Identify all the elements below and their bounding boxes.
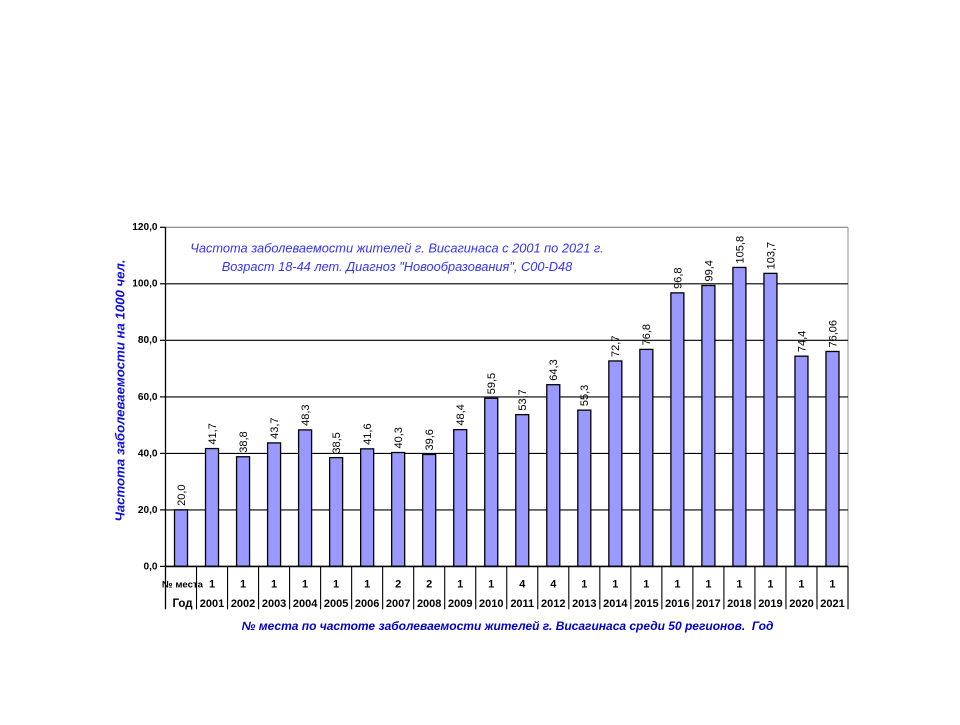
svg-text:2007: 2007 — [386, 598, 410, 610]
svg-text:1: 1 — [333, 579, 339, 591]
svg-text:Год: Год — [172, 598, 193, 610]
svg-text:2013: 2013 — [572, 598, 596, 610]
svg-text:1: 1 — [488, 579, 494, 591]
svg-text:38,8: 38,8 — [238, 431, 250, 452]
svg-text:1: 1 — [271, 579, 277, 591]
svg-text:2: 2 — [395, 579, 401, 591]
svg-text:105,8: 105,8 — [734, 236, 746, 264]
svg-text:№ места: № места — [162, 580, 204, 591]
svg-text:1: 1 — [612, 579, 618, 591]
svg-text:2017: 2017 — [696, 598, 720, 610]
svg-text:40,0: 40,0 — [138, 448, 158, 459]
svg-text:1: 1 — [581, 579, 587, 591]
svg-text:1: 1 — [302, 579, 308, 591]
svg-text:1: 1 — [457, 579, 463, 591]
svg-text:0,0: 0,0 — [143, 561, 157, 572]
svg-text:2009: 2009 — [448, 598, 472, 610]
svg-text:41,6: 41,6 — [362, 423, 374, 444]
svg-text:Возраст 18-44 лет. Диагноз "Но: Возраст 18-44 лет. Диагноз "Новообразова… — [222, 259, 573, 274]
svg-text:Частота заболеваемости жителей: Частота заболеваемости жителей г. Висаги… — [190, 241, 603, 256]
svg-text:2020: 2020 — [789, 598, 813, 610]
svg-text:2016: 2016 — [665, 598, 689, 610]
svg-text:2010: 2010 — [479, 598, 503, 610]
svg-text:76,8: 76,8 — [641, 324, 653, 345]
svg-text:2006: 2006 — [355, 598, 379, 610]
svg-text:20,0: 20,0 — [176, 484, 188, 505]
svg-text:2019: 2019 — [758, 598, 782, 610]
svg-text:2015: 2015 — [634, 598, 658, 610]
svg-text:1: 1 — [674, 579, 680, 591]
svg-text:№ места по частоте заболеваемо: № места по частоте заболеваемости жителе… — [242, 619, 774, 633]
svg-text:60,0: 60,0 — [138, 392, 158, 403]
svg-text:80,0: 80,0 — [138, 335, 158, 346]
svg-text:20,0: 20,0 — [138, 505, 158, 516]
svg-text:2002: 2002 — [231, 598, 255, 610]
svg-text:103,7: 103,7 — [765, 242, 777, 270]
svg-text:2001: 2001 — [200, 598, 224, 610]
svg-text:96,8: 96,8 — [672, 267, 684, 288]
svg-text:100,0: 100,0 — [132, 279, 158, 290]
svg-text:1: 1 — [705, 579, 711, 591]
svg-text:55,3: 55,3 — [579, 385, 591, 406]
svg-text:2018: 2018 — [727, 598, 751, 610]
svg-text:74,4: 74,4 — [796, 331, 808, 352]
svg-text:38,5: 38,5 — [331, 432, 343, 453]
svg-text:40,3: 40,3 — [393, 427, 405, 448]
svg-text:2003: 2003 — [262, 598, 286, 610]
svg-text:1: 1 — [798, 579, 804, 591]
svg-text:76,06: 76,06 — [827, 320, 839, 348]
svg-text:1: 1 — [364, 579, 370, 591]
svg-text:2011: 2011 — [510, 598, 534, 610]
svg-text:53,7: 53,7 — [517, 389, 529, 410]
svg-text:2: 2 — [426, 579, 432, 591]
svg-text:48,4: 48,4 — [455, 404, 467, 425]
svg-text:4: 4 — [550, 579, 557, 591]
svg-text:43,7: 43,7 — [269, 417, 281, 438]
svg-text:1: 1 — [209, 579, 215, 591]
svg-text:99,4: 99,4 — [703, 260, 715, 281]
svg-text:120,0: 120,0 — [132, 222, 158, 233]
svg-text:39,6: 39,6 — [424, 429, 436, 450]
svg-text:1: 1 — [736, 579, 742, 591]
svg-text:2012: 2012 — [541, 598, 565, 610]
svg-text:2021: 2021 — [820, 598, 844, 610]
svg-text:4: 4 — [519, 579, 526, 591]
svg-text:2004: 2004 — [293, 598, 318, 610]
svg-text:64,3: 64,3 — [548, 359, 560, 380]
svg-text:1: 1 — [767, 579, 773, 591]
svg-text:1: 1 — [240, 579, 246, 591]
svg-text:Частота заболеваемости на 1000: Частота заболеваемости на 1000 чел. — [113, 259, 128, 521]
svg-text:41,7: 41,7 — [207, 423, 219, 444]
svg-text:72,7: 72,7 — [610, 336, 622, 357]
svg-text:48,3: 48,3 — [300, 404, 312, 425]
svg-text:59,5: 59,5 — [486, 373, 498, 394]
svg-text:2005: 2005 — [324, 598, 348, 610]
svg-text:1: 1 — [829, 579, 835, 591]
svg-text:2014: 2014 — [603, 598, 628, 610]
svg-text:2008: 2008 — [417, 598, 441, 610]
svg-text:1: 1 — [643, 579, 649, 591]
